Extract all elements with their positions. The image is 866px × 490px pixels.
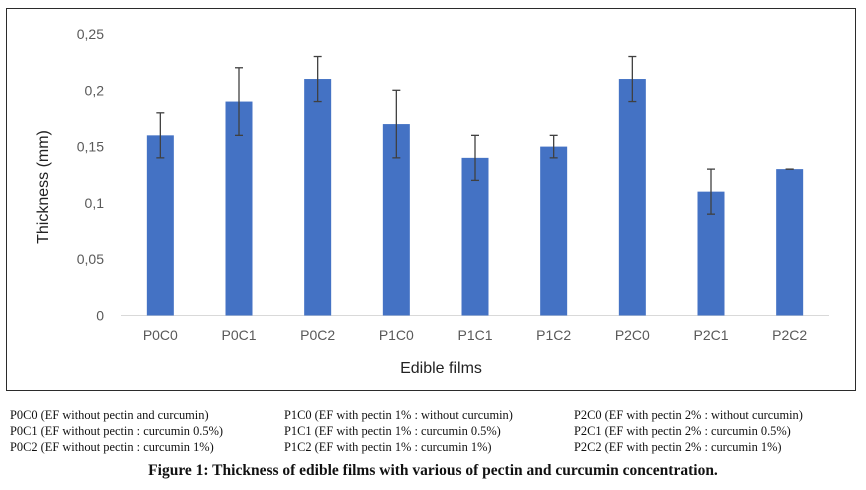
x-tick-label: P0C2 xyxy=(300,327,335,343)
legend-entry-p2c2: P2C2 (EF with pectin 2% : curcumin 1%) xyxy=(574,440,782,454)
y-tick-label: 0,15 xyxy=(77,139,104,155)
x-tick-label: P0C0 xyxy=(143,327,178,343)
x-tick-label: P1C1 xyxy=(457,327,492,343)
legend: P0C0 (EF without pectin and curcumin) P0… xyxy=(10,407,860,457)
error-bar-p1c2 xyxy=(549,134,558,159)
y-tick-label: 0 xyxy=(96,308,104,324)
y-tick-label: 0,05 xyxy=(77,251,104,267)
error-bar-p0c1 xyxy=(235,67,243,136)
x-tick-label: P2C1 xyxy=(693,327,728,343)
legend-entry-p1c0: P1C0 (EF with pectin 1% : without curcum… xyxy=(284,408,513,422)
legend-entry-p2c1: P2C1 (EF with pectin 2% : curcumin 0.5%) xyxy=(574,424,791,438)
bar-p1c2 xyxy=(540,146,568,316)
y-tick-label: 0,1 xyxy=(85,195,105,211)
legend-column-p1: P1C0 (EF with pectin 1% : without curcum… xyxy=(284,407,513,455)
legend-entry-p0c2: P0C2 (EF without pectin : curcumin 1%) xyxy=(10,440,214,454)
legend-column-p2: P2C0 (EF with pectin 2% : without curcum… xyxy=(574,407,803,455)
y-tick-label: 0,25 xyxy=(77,26,104,42)
x-tick-label: P1C2 xyxy=(536,327,571,343)
error-bar-p1c0 xyxy=(392,89,401,159)
legend-entry-p1c1: P1C1 (EF with pectin 1% : curcumin 0.5%) xyxy=(284,424,501,438)
bar-p0c1 xyxy=(225,101,253,316)
chart-frame: 0 0,05 0,1 0,15 0,2 0,25 P0C0 P0C1 P0C2 P1C0 P1C1… xyxy=(6,8,856,391)
bar-p2c0 xyxy=(618,79,646,316)
x-tick-label: P2C2 xyxy=(772,327,807,343)
error-bar-p2c1 xyxy=(707,168,715,215)
error-bar-p0c2 xyxy=(313,55,322,103)
legend-entry-p1c2: P1C2 (EF with pectin 1% : curcumin 1%) xyxy=(284,440,492,454)
bar-p2c2 xyxy=(776,169,804,316)
y-tick-label: 0,2 xyxy=(85,82,105,98)
error-bar-p0c0 xyxy=(156,112,165,159)
x-axis-title: Edible films xyxy=(400,360,482,377)
legend-entry-p0c0: P0C0 (EF without pectin and curcumin) xyxy=(10,408,209,422)
legend-entry-p2c0: P2C0 (EF with pectin 2% : without curcum… xyxy=(574,408,803,422)
y-axis-title: Thickness (mm) xyxy=(35,130,52,244)
x-tick-label: P2C0 xyxy=(615,327,650,343)
x-tick-label: P1C0 xyxy=(379,327,414,343)
bar-p1c1 xyxy=(461,157,489,316)
bar-p0c2 xyxy=(304,79,332,316)
legend-column-p0: P0C0 (EF without pectin and curcumin) P0… xyxy=(10,407,223,455)
bar-chart: 0 0,05 0,1 0,15 0,2 0,25 P0C0 P0C1 P0C2 P1C0 P1C1… xyxy=(35,26,829,377)
legend-entry-p0c1: P0C1 (EF without pectin : curcumin 0.5%) xyxy=(10,424,224,438)
bar-p0c0 xyxy=(146,135,174,316)
figure-caption: Figure 1: Thickness of edible films with… xyxy=(148,462,718,479)
error-bar-p1c1 xyxy=(471,134,479,182)
error-bar-p2c0 xyxy=(628,55,637,103)
x-tick-label: P0C1 xyxy=(221,327,256,343)
